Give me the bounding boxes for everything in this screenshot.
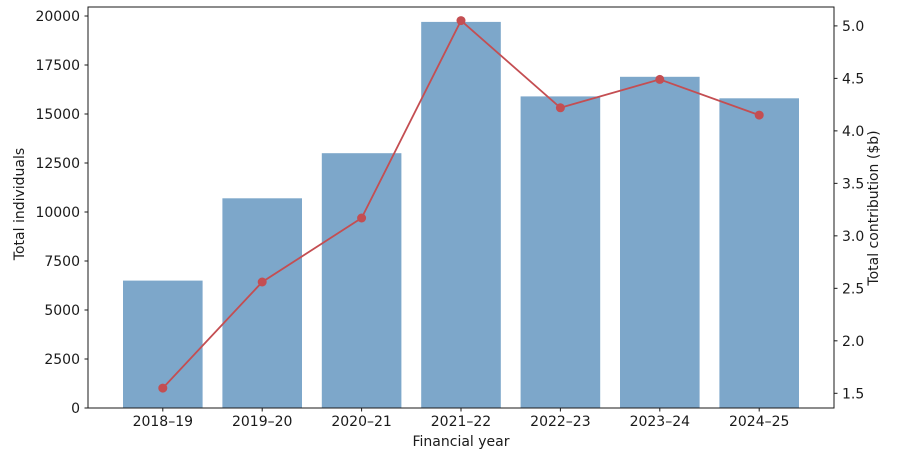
bar-2024–25: [719, 98, 799, 409]
left-tick-label: 17500: [35, 58, 80, 74]
x-tick-label: 2020–21: [331, 414, 391, 430]
right-tick-label: 5.0: [842, 19, 864, 35]
bar-2019–20: [222, 198, 302, 408]
x-tick-label: 2024–25: [729, 414, 789, 430]
x-tick-label: 2018–19: [133, 414, 193, 430]
line-marker-2022–23: [555, 103, 565, 113]
right-tick-label: 1.5: [842, 386, 864, 402]
bar-2023–24: [620, 76, 700, 409]
left-tick-label: 0: [71, 401, 80, 417]
bar-2021–22: [421, 21, 501, 409]
line-marker-2019–20: [257, 277, 267, 287]
x-axis-label: Financial year: [412, 434, 510, 450]
x-tick-label: 2021–22: [431, 414, 491, 430]
x-tick-label: 2022–23: [530, 414, 590, 430]
right-tick-label: 2.0: [842, 334, 864, 350]
left-tick-label: 15000: [35, 107, 80, 123]
right-tick-label: 4.5: [842, 71, 864, 87]
line-marker-2018–19: [158, 383, 168, 393]
left-y-axis-label: Total individuals: [12, 147, 28, 261]
x-tick-label: 2019–20: [232, 414, 292, 430]
right-tick-label: 4.0: [842, 124, 864, 140]
bar-2022–23: [520, 96, 601, 409]
left-tick-label: 5000: [44, 303, 80, 319]
line-marker-2024–25: [754, 110, 764, 120]
left-tick-label: 10000: [35, 205, 80, 221]
bar-2020–21: [321, 153, 402, 408]
left-tick-label: 12500: [35, 156, 80, 172]
right-tick-label: 3.5: [842, 176, 864, 192]
left-tick-label: 20000: [35, 9, 80, 25]
right-y-axis-label: Total contribution ($b): [866, 130, 882, 286]
line-marker-2021–22: [456, 16, 466, 26]
x-tick-label: 2023–24: [630, 414, 691, 430]
line-marker-2020–21: [357, 213, 367, 223]
left-tick-label: 2500: [44, 352, 80, 368]
left-tick-label: 7500: [44, 254, 80, 270]
right-tick-label: 3.0: [842, 229, 864, 245]
right-tick-label: 2.5: [842, 281, 864, 297]
line-marker-2023–24: [655, 74, 665, 84]
